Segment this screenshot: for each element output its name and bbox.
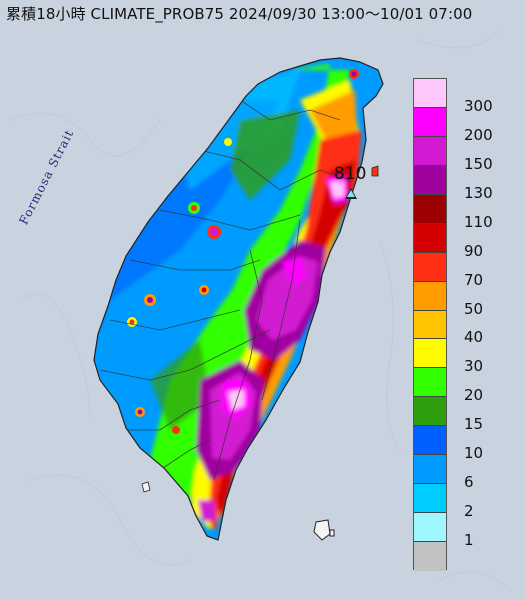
legend-label: 300: [464, 96, 493, 115]
legend-label: 2: [464, 502, 474, 521]
max-point-marker-icon: [345, 188, 357, 199]
legend-swatch: [414, 513, 446, 542]
legend-label: 10: [464, 444, 484, 463]
legend-label: 1: [464, 531, 474, 550]
legend-swatch: [414, 368, 446, 398]
legend-label: 150: [464, 154, 493, 173]
map-title: 累積18小時 CLIMATE_PROB75 2024/09/30 13:00～1…: [6, 5, 473, 23]
legend-swatch: [414, 194, 446, 224]
legend-swatch: [414, 484, 446, 514]
legend-swatch: [414, 397, 446, 427]
legend-swatch: [414, 223, 446, 253]
sea-texture: [9, 29, 511, 591]
legend-swatch: [414, 281, 446, 311]
county-borders: [99, 99, 351, 481]
legend-label: 40: [464, 328, 484, 347]
legend-label: 70: [464, 270, 484, 289]
color-legend: [413, 78, 447, 571]
guishan-islet: [371, 165, 379, 177]
legend-swatch: [414, 310, 446, 340]
legend-label: 200: [464, 125, 493, 144]
legend-label: 15: [464, 415, 484, 434]
legend-label: 110: [464, 212, 493, 231]
legend-swatch: [414, 426, 446, 456]
legend-swatch: [414, 455, 446, 485]
legend-label: 30: [464, 357, 484, 376]
penghu-islet: [141, 481, 151, 493]
legend-swatch: [414, 136, 446, 166]
legend-label: 130: [464, 183, 493, 202]
legend-swatch: [414, 79, 446, 108]
legend-swatch: [414, 252, 446, 282]
legend-swatch: [414, 339, 446, 369]
legend-swatch: [414, 165, 446, 195]
green-island: [313, 519, 331, 541]
max-value-label: 810: [334, 164, 367, 184]
orchid-island: [329, 529, 335, 537]
legend-label: 50: [464, 299, 484, 318]
legend-swatch: [414, 107, 446, 137]
taiwan-outline: [93, 57, 384, 541]
legend-label: 20: [464, 386, 484, 405]
legend-swatch: [414, 542, 446, 571]
legend-label: 90: [464, 241, 484, 260]
legend-label: 6: [464, 473, 474, 492]
